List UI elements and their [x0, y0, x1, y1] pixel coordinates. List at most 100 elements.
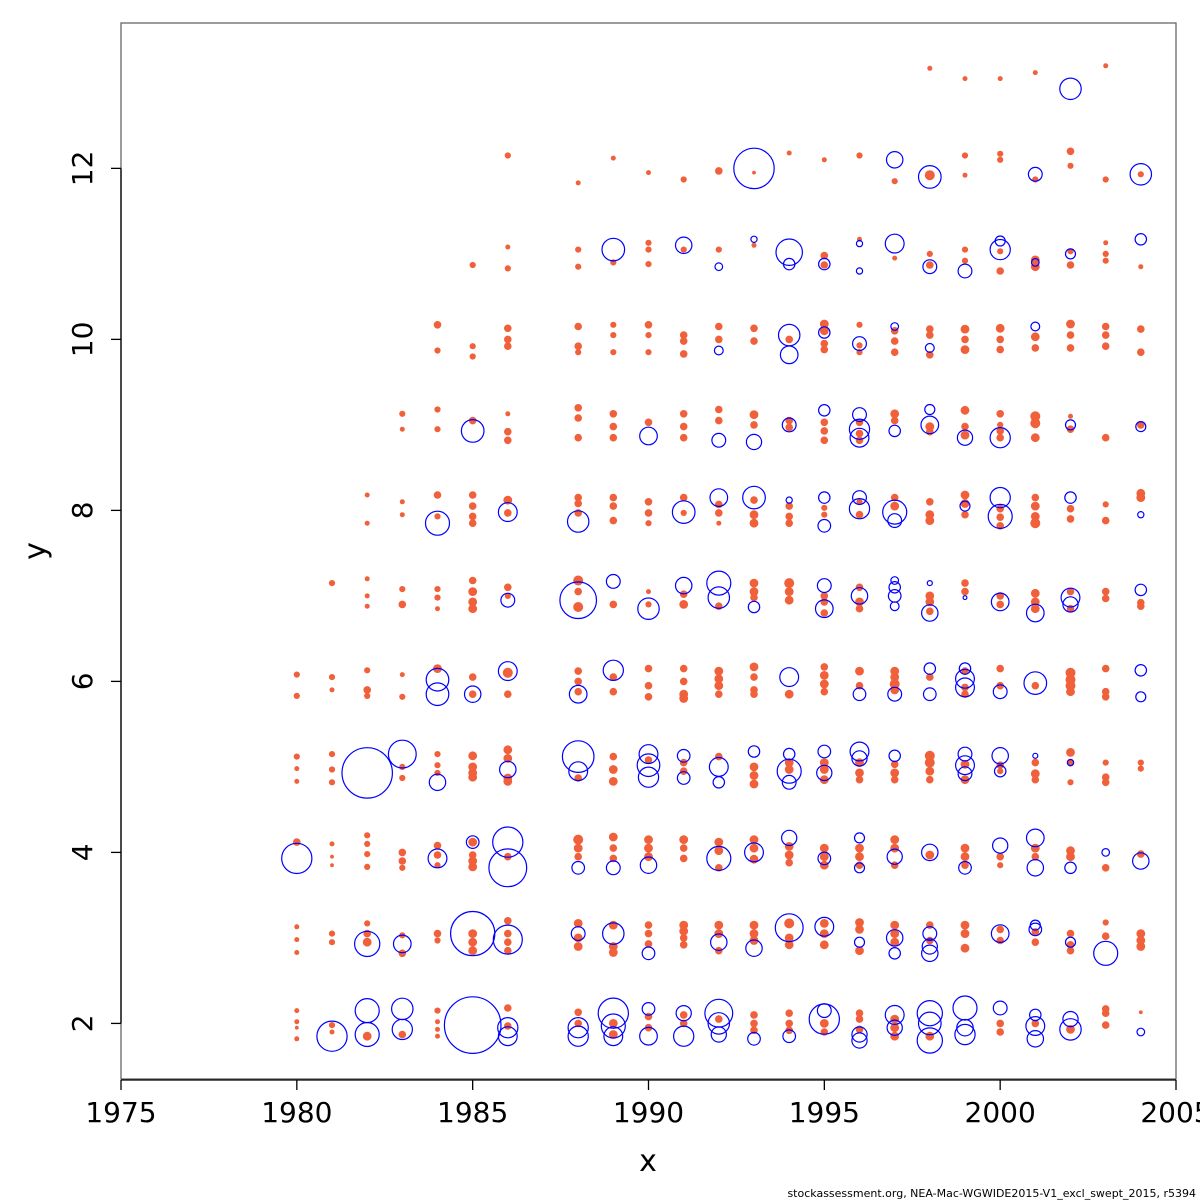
positive-residual-point	[399, 693, 406, 700]
negative-residual-point	[1135, 691, 1147, 703]
negative-residual-point	[497, 1026, 518, 1047]
positive-residual-point	[293, 753, 300, 760]
positive-residual-point	[1030, 518, 1041, 529]
positive-residual-point	[1031, 344, 1040, 352]
negative-residual-point	[817, 326, 831, 339]
positive-residual-point	[820, 418, 829, 427]
positive-residual-point	[504, 592, 511, 600]
positive-residual-point	[1030, 588, 1040, 598]
negative-residual-point	[566, 510, 590, 533]
x-tick-label: 1985	[437, 1096, 508, 1129]
positive-residual-point	[608, 920, 618, 930]
positive-residual-point	[819, 919, 829, 928]
negative-residual-point	[568, 761, 589, 782]
negative-residual-point	[888, 424, 901, 438]
positive-residual-point	[644, 418, 653, 427]
positive-residual-point	[784, 842, 794, 851]
positive-residual-point	[468, 937, 478, 947]
positive-residual-point	[646, 170, 651, 176]
negative-residual-point	[1064, 248, 1077, 260]
negative-residual-point	[1023, 671, 1048, 695]
negative-residual-point	[954, 1023, 976, 1046]
positive-residual-point	[960, 852, 970, 862]
positive-residual-point	[997, 156, 1004, 163]
x-tick-label: 2005	[1140, 1096, 1200, 1129]
negative-residual-point	[781, 417, 797, 433]
negative-residual-point	[957, 263, 973, 279]
positive-residual-point	[364, 603, 370, 609]
negative-residual-point	[817, 491, 831, 504]
negative-residual-point	[602, 659, 625, 682]
negative-residual-point	[916, 1027, 944, 1054]
x-tick-label: 2000	[965, 1096, 1036, 1129]
negative-residual-point	[561, 740, 595, 773]
positive-residual-point	[364, 692, 371, 700]
positive-residual-point	[1066, 587, 1075, 596]
positive-residual-point	[679, 1019, 688, 1028]
positive-residual-point	[610, 349, 617, 356]
negative-residual-point	[992, 837, 1009, 854]
positive-residual-point	[573, 919, 583, 928]
positive-residual-point	[679, 337, 688, 345]
positive-residual-point	[821, 511, 828, 518]
positive-residual-point	[715, 690, 723, 698]
positive-residual-point	[996, 600, 1004, 609]
positive-residual-point	[504, 152, 511, 159]
positive-residual-point	[997, 76, 1003, 82]
y-tick-label: 4	[66, 843, 99, 861]
positive-residual-point	[1031, 493, 1040, 502]
negative-residual-point	[782, 257, 796, 271]
negative-residual-point	[922, 259, 938, 275]
positive-residual-point	[925, 597, 935, 607]
positive-residual-point	[575, 180, 581, 186]
positive-residual-point	[926, 427, 934, 436]
negative-residual-point	[1136, 1027, 1146, 1037]
negative-residual-point	[675, 1005, 692, 1022]
positive-residual-point	[855, 918, 864, 927]
negative-residual-point	[916, 1000, 944, 1027]
positive-residual-point	[504, 929, 512, 938]
negative-residual-point	[779, 667, 800, 688]
negative-residual-point	[884, 233, 905, 254]
negative-residual-point	[492, 924, 523, 955]
negative-residual-point	[1129, 163, 1153, 186]
positive-residual-point	[609, 422, 618, 431]
negative-residual-point	[853, 936, 866, 948]
positive-residual-point	[749, 410, 759, 419]
positive-residual-point	[328, 766, 336, 773]
positive-residual-point	[891, 178, 898, 185]
positive-residual-point	[996, 335, 1004, 344]
positive-residual-point	[961, 152, 969, 159]
negative-residual-point	[750, 235, 758, 243]
positive-residual-point	[960, 775, 970, 785]
positive-residual-point	[609, 493, 618, 502]
negative-residual-point	[991, 746, 1009, 765]
negative-residual-point	[341, 747, 394, 799]
positive-residual-point	[926, 607, 934, 616]
positive-residual-point	[573, 834, 584, 845]
positive-residual-point	[573, 843, 583, 853]
negative-residual-point	[500, 592, 516, 608]
positive-residual-point	[819, 319, 829, 329]
positive-residual-point	[855, 510, 864, 519]
positive-residual-point	[574, 687, 582, 696]
positive-residual-point	[714, 846, 724, 856]
positive-residual-point	[293, 838, 301, 846]
negative-residual-point	[924, 403, 936, 416]
positive-residual-point	[574, 1008, 582, 1017]
positive-residual-point	[855, 768, 864, 778]
positive-residual-point	[890, 501, 900, 511]
positive-residual-point	[785, 519, 793, 527]
positive-residual-point	[749, 510, 759, 520]
positive-residual-point	[997, 150, 1004, 157]
positive-residual-point	[1101, 342, 1110, 351]
negative-residual-point	[424, 510, 451, 536]
positive-residual-point	[574, 414, 582, 422]
positive-residual-point	[574, 493, 582, 502]
positive-residual-point	[1101, 331, 1110, 339]
positive-residual-point	[960, 490, 970, 500]
positive-residual-point	[715, 405, 723, 414]
positive-residual-point	[468, 502, 477, 510]
positive-residual-point	[926, 325, 934, 333]
positive-residual-point	[575, 263, 582, 270]
